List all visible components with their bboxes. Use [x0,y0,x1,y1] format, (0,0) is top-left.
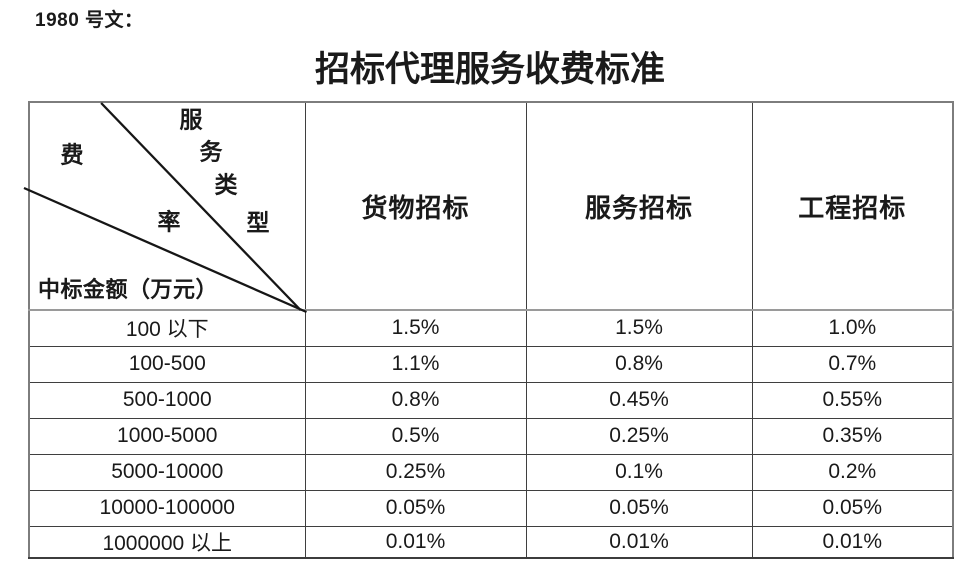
diagonal-corner-cell: 服 务 类 型 费 率 中标金额（万元） [23,101,307,314]
doc-number: 1980 号文： [35,10,144,31]
table-row: 1000000 以上 0.01% 0.01% 0.01% [28,525,954,558]
rate-cell: 0.5% [304,417,527,455]
rate-cell: 1.1% [304,345,527,383]
rate-cell: 0.01% [751,525,954,558]
table-header-row: 服 务 类 型 费 率 中标金额（万元） 货物招标 服务招标 工程招标 [23,101,954,314]
column-header-goods: 货物招标 [304,101,527,311]
rate-cell: 0.25% [525,417,753,455]
corner-service-type-char: 类 [214,172,238,198]
rate-cell: 0.01% [525,525,753,558]
diagonal-line-lower [23,186,307,314]
rate-cell: 0.35% [751,417,954,455]
amount-range-cell: 1000000 以上 [28,525,306,558]
amount-range-cell: 5000-10000 [28,453,306,491]
corner-fee-rate-char: 费 [60,142,84,168]
amount-range-cell: 500-1000 [28,381,306,419]
rate-cell: 0.2% [751,453,954,491]
rate-cell: 0.8% [304,381,527,419]
diagonal-line-upper [100,102,302,311]
corner-service-type-char: 服 [179,107,203,133]
column-header-services: 服务招标 [525,101,753,311]
row-axis-label: 中标金额（万元） [38,277,219,302]
corner-service-type-char: 务 [199,139,223,165]
rate-cell: 0.05% [304,489,527,527]
corner-service-type-char: 型 [246,210,270,236]
table-row: 10000-100000 0.05% 0.05% 0.05% [28,489,954,527]
table-row: 100-500 1.1% 0.8% 0.7% [28,345,954,383]
amount-range-cell: 100-500 [28,345,306,383]
table-row: 500-1000 0.8% 0.45% 0.55% [28,381,954,419]
table-row: 5000-10000 0.25% 0.1% 0.2% [28,453,954,491]
rate-cell: 0.45% [525,381,753,419]
rate-cell: 1.5% [525,309,753,347]
rate-cell: 1.0% [751,309,954,347]
table-row: 100 以下 1.5% 1.5% 1.0% [28,309,954,347]
rate-cell: 0.55% [751,381,954,419]
page-title: 招标代理服务收费标准 [314,50,665,89]
rate-cell: 0.05% [525,489,753,527]
corner-fee-rate-char: 率 [157,209,181,235]
rate-cell: 1.5% [304,309,527,347]
rate-cell: 0.01% [304,525,527,558]
column-header-engineering: 工程招标 [751,101,954,311]
rate-cell: 0.05% [751,489,954,527]
amount-range-cell: 10000-100000 [28,489,306,527]
amount-range-cell: 100 以下 [28,309,306,347]
fee-standard-table: 服 务 类 型 费 率 中标金额（万元） 货物招标 服务招标 工程招标 100 … [23,101,954,559]
rate-cell: 0.7% [751,345,954,383]
rate-cell: 0.8% [525,345,753,383]
amount-range-cell: 1000-5000 [28,417,306,455]
table-row: 1000-5000 0.5% 0.25% 0.35% [28,417,954,455]
diagonal-divider-lines [23,102,307,314]
rate-cell: 0.25% [304,453,527,491]
rate-cell: 0.1% [525,453,753,491]
